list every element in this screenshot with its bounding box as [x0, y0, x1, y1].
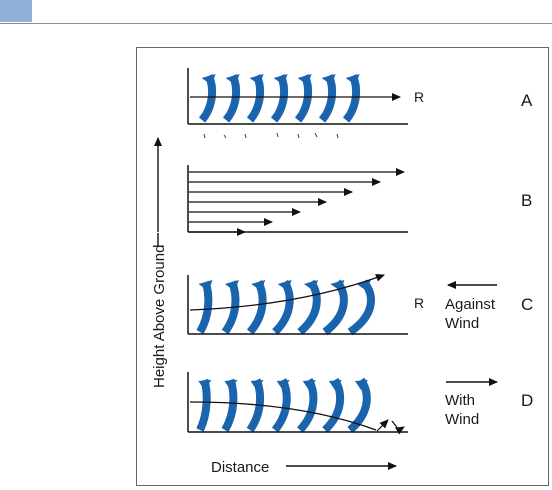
- wavefront-tip: [277, 280, 292, 291]
- panel-d: With Wind D: [187, 372, 533, 435]
- wavefront-arc: [347, 279, 375, 336]
- panel-a-letter: A: [521, 91, 533, 110]
- wavefront-tip: [224, 380, 238, 390]
- panel-b-letter: B: [521, 191, 532, 210]
- panel-d-letter: D: [521, 391, 533, 410]
- wavefront-tip: [273, 74, 288, 85]
- wavefront-tip: [356, 280, 371, 291]
- wavefront-arc: [322, 377, 345, 433]
- wavefronts-d: [196, 377, 371, 434]
- panel-b: B: [187, 165, 532, 236]
- panel-c-wind-label-2: Wind: [445, 315, 479, 332]
- wavefront-tip: [198, 380, 212, 390]
- wavefront-tip: [249, 74, 264, 85]
- panel-d-bounce-1: [376, 419, 389, 432]
- panel-d-wind-label-2: Wind: [445, 411, 479, 428]
- wavefronts-c: [196, 279, 375, 336]
- wavefront-tip: [355, 380, 368, 390]
- panel-d-bounce-2: [391, 420, 405, 435]
- wavefront-tip: [304, 280, 318, 291]
- y-axis-label: Height Above Ground: [151, 245, 168, 388]
- wavefront-arc: [296, 378, 318, 433]
- panel-d-ray: [189, 401, 377, 431]
- wavefront-tip: [276, 380, 290, 390]
- panel-c-ray-label: R: [414, 295, 424, 311]
- wavefront-arc: [271, 378, 291, 433]
- wavefront-arc: [322, 279, 348, 336]
- wavefront-tip: [328, 380, 342, 390]
- wavefront-tip: [224, 280, 239, 291]
- panel-c: R Against Wind C: [187, 274, 533, 336]
- wavefront-tip: [297, 74, 312, 85]
- panel-c-letter: C: [521, 295, 533, 314]
- wavefront-tip: [198, 280, 213, 291]
- panel-c-ray: [189, 274, 385, 311]
- x-axis-label: Distance: [211, 459, 269, 476]
- wavefront-tip: [321, 74, 336, 85]
- header-corner-tab: [0, 0, 32, 22]
- panel-a-ray-label: R: [414, 89, 424, 105]
- wavefront-tip: [225, 74, 240, 85]
- panel-a-ticks: [203, 132, 339, 139]
- wavefront-tip: [250, 380, 264, 390]
- wavefront-tip: [345, 74, 360, 85]
- panel-d-wind-label-1: With: [445, 392, 475, 409]
- panel-c-wind-label-1: Against: [445, 296, 496, 313]
- wavefront-tip: [201, 74, 216, 85]
- figure-frame: [136, 47, 549, 486]
- ray-fan-b: [189, 168, 405, 236]
- panel-a: R A: [187, 68, 533, 139]
- wavefront-tip: [302, 380, 316, 390]
- wavefront-tip: [251, 280, 266, 291]
- header-divider: [0, 23, 552, 24]
